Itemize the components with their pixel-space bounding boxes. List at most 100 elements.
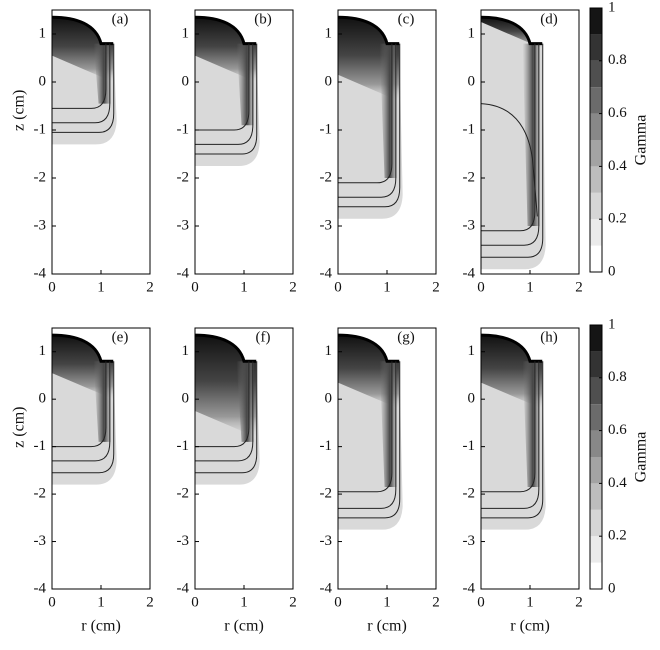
x-tick-label: 0 bbox=[48, 594, 56, 610]
y-axis-label: z (cm) bbox=[11, 407, 28, 448]
panel-label: (d) bbox=[540, 11, 558, 27]
x-axis-label: r (cm) bbox=[81, 618, 121, 635]
colorbar-tick-label: 1 bbox=[608, 0, 616, 15]
contour-line bbox=[195, 43, 250, 131]
contour-line bbox=[481, 361, 540, 509]
contour-line bbox=[338, 43, 397, 198]
panel: 0 1 2 1 0 -1 -2 -3 -4 (g) r (cm) bbox=[320, 327, 440, 635]
y-tick-label: -1 bbox=[320, 438, 333, 454]
y-tick-label: -2 bbox=[463, 169, 476, 185]
y-tick-label: 1 bbox=[468, 343, 476, 359]
contour-line bbox=[480, 103, 538, 217]
gamma-field-strip bbox=[236, 361, 254, 442]
colorbar-band bbox=[590, 562, 602, 589]
x-tick-label: 2 bbox=[432, 594, 440, 610]
x-tick-label: 1 bbox=[383, 279, 391, 295]
y-tick-label: -2 bbox=[34, 486, 47, 502]
y-tick-label: 0 bbox=[182, 73, 190, 89]
contour-line bbox=[481, 361, 536, 493]
contour-line bbox=[338, 361, 397, 509]
field-edge bbox=[51, 15, 114, 46]
y-tick-label: -1 bbox=[34, 121, 47, 137]
y-tick-label: -3 bbox=[320, 217, 333, 233]
y-tick-label: -4 bbox=[177, 265, 190, 281]
colorbar-band bbox=[590, 325, 602, 352]
panel-label: (c) bbox=[398, 11, 415, 27]
y-tick-label: 1 bbox=[468, 25, 476, 41]
colorbar-tick-label: 1 bbox=[608, 316, 616, 332]
x-tick-label: 2 bbox=[575, 279, 583, 295]
colorbar-band bbox=[590, 34, 602, 61]
x-tick-label: 0 bbox=[334, 594, 342, 610]
panel-label: (h) bbox=[540, 329, 558, 345]
gamma-field-strip bbox=[522, 361, 540, 487]
y-tick-label: 1 bbox=[39, 25, 47, 41]
colorbar-tick-label: 0 bbox=[608, 263, 616, 279]
x-tick-label: 1 bbox=[526, 279, 534, 295]
field-edge bbox=[194, 15, 257, 46]
panel: 0 1 2 1 0 -1 -2 -3 -4 (f) r (cm) bbox=[177, 327, 297, 635]
y-tick-label: -1 bbox=[463, 121, 476, 137]
x-tick-label: 2 bbox=[575, 594, 583, 610]
y-axis-label: z (cm) bbox=[11, 90, 28, 131]
y-tick-label: 1 bbox=[39, 343, 47, 359]
contour-line bbox=[481, 43, 544, 258]
contour-line bbox=[195, 43, 258, 155]
colorbar-tick-label: 0.8 bbox=[608, 369, 627, 385]
colorbar-box bbox=[589, 324, 603, 590]
colorbar-tick-label: 0 bbox=[608, 580, 616, 596]
x-tick-label: 0 bbox=[334, 279, 342, 295]
panel-label: (f) bbox=[256, 329, 271, 345]
colorbar-tick-label: 0.4 bbox=[608, 475, 627, 491]
colorbar-band bbox=[590, 377, 602, 405]
colorbar-band bbox=[590, 245, 602, 272]
field-edge bbox=[337, 15, 400, 46]
gamma-field-strip bbox=[379, 361, 397, 487]
colorbar-tick-label: 0.8 bbox=[608, 52, 627, 68]
field-edge bbox=[51, 333, 114, 363]
y-tick-label: -4 bbox=[177, 580, 190, 596]
colorbar-band bbox=[590, 192, 602, 220]
y-tick-label: -3 bbox=[34, 217, 47, 233]
y-tick-label: 0 bbox=[468, 73, 476, 89]
colorbar-band bbox=[590, 509, 602, 537]
y-tick-label: 1 bbox=[325, 25, 333, 41]
panel-label: (b) bbox=[254, 11, 272, 27]
y-tick-label: -2 bbox=[177, 486, 190, 502]
contour-line bbox=[338, 43, 393, 184]
colorbar-band bbox=[590, 8, 602, 35]
field-edge bbox=[337, 333, 400, 363]
y-tick-label: -4 bbox=[463, 265, 476, 281]
gamma-field-strip bbox=[379, 43, 397, 178]
colorbar-tick-label: 0.6 bbox=[608, 105, 627, 121]
x-tick-label: 1 bbox=[526, 594, 534, 610]
x-tick-label: 2 bbox=[289, 594, 297, 610]
contour-line bbox=[52, 43, 115, 133]
y-tick-label: -3 bbox=[177, 217, 190, 233]
colorbar-box bbox=[589, 7, 603, 273]
x-tick-label: 2 bbox=[146, 594, 154, 610]
colorbar-label: Gamma bbox=[633, 432, 650, 483]
y-tick-label: -3 bbox=[463, 533, 476, 549]
colorbar-band bbox=[590, 140, 602, 167]
gamma-field-strip bbox=[93, 43, 111, 104]
y-tick-label: -3 bbox=[320, 533, 333, 549]
contour-line bbox=[52, 361, 111, 462]
contour-line bbox=[52, 43, 111, 124]
y-tick-label: -4 bbox=[320, 580, 333, 596]
contour-line bbox=[481, 43, 540, 246]
colorbar-band bbox=[590, 457, 602, 484]
gamma-field-dark bbox=[481, 17, 543, 49]
x-axis-label: r (cm) bbox=[510, 618, 550, 635]
y-tick-label: 0 bbox=[39, 391, 47, 407]
colorbar-tick-label: 0.2 bbox=[608, 528, 627, 544]
y-tick-label: -4 bbox=[463, 580, 476, 596]
gamma-field-strip bbox=[236, 43, 254, 126]
colorbar-band bbox=[590, 113, 602, 140]
y-tick-label: -1 bbox=[177, 121, 190, 137]
contour-line bbox=[195, 43, 254, 145]
colorbar-band bbox=[590, 483, 602, 510]
panel: 0 1 2 1 0 -1 -2 -3 -4 (d) bbox=[463, 9, 583, 295]
x-axis-label: r (cm) bbox=[224, 618, 264, 635]
